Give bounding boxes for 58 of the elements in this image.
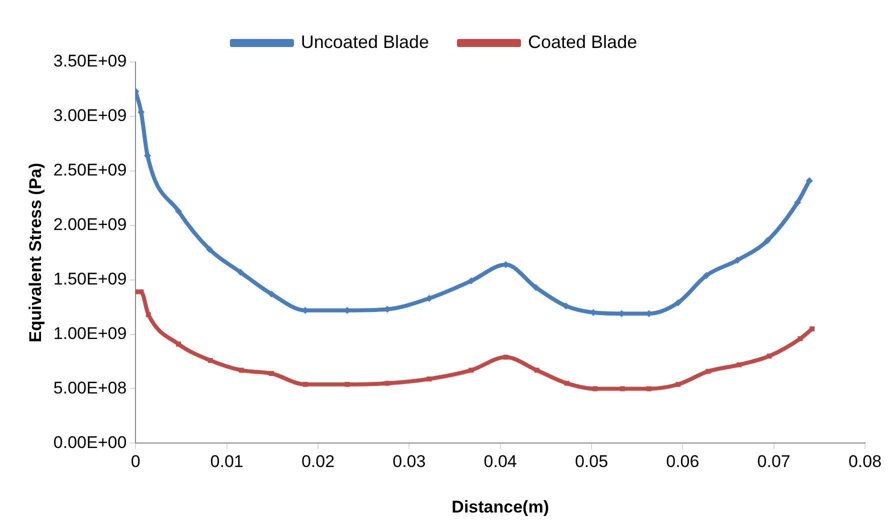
x-tick-label: 0.06 xyxy=(666,452,700,472)
y-axis-title: Equivalent Stress (Pa) xyxy=(26,162,45,342)
point xyxy=(766,354,772,359)
point xyxy=(238,368,244,373)
x-tick-label: 0.05 xyxy=(574,452,608,472)
point xyxy=(806,177,813,184)
point xyxy=(562,302,570,310)
y-tick-label: 1.50E+09 xyxy=(53,270,127,289)
y-tick-label: 3.00E+09 xyxy=(53,106,127,126)
point xyxy=(176,342,181,347)
x-axis-title: Distance(m) xyxy=(452,497,549,516)
x-tick-label: 0.04 xyxy=(484,452,517,472)
y-tick-label: 3.50E+09 xyxy=(53,52,127,71)
point xyxy=(534,368,540,373)
point xyxy=(702,272,710,279)
point xyxy=(646,386,652,392)
point xyxy=(706,368,711,374)
point xyxy=(468,368,474,373)
point xyxy=(794,199,802,206)
point xyxy=(237,268,244,276)
line-series xyxy=(136,289,815,392)
point xyxy=(810,326,815,332)
point xyxy=(146,312,151,318)
point xyxy=(302,382,308,387)
point xyxy=(592,386,598,392)
legend-label: Uncoated Blade xyxy=(300,32,430,52)
x-tick-label: 0.02 xyxy=(301,452,335,472)
point xyxy=(676,382,681,387)
point xyxy=(384,380,390,386)
point xyxy=(674,299,682,306)
y-tick-label: 2.00E+09 xyxy=(53,215,127,234)
point xyxy=(426,376,432,382)
point xyxy=(138,289,144,294)
point xyxy=(268,290,275,298)
y-tick-label: 2.50E+09 xyxy=(53,160,127,180)
point xyxy=(734,256,741,264)
x-tick-label: 0.07 xyxy=(757,452,790,472)
legend-label: Coated Blade xyxy=(528,32,638,52)
y-tick-label: 0.00E+00 xyxy=(53,432,127,452)
point xyxy=(344,382,350,387)
x-tick-label: 0.08 xyxy=(848,452,882,472)
y-tick-label: 1.00E+09 xyxy=(53,324,127,343)
point xyxy=(564,380,570,386)
point xyxy=(208,358,213,363)
x-tick-label: 0 xyxy=(130,452,140,472)
y-tick-label: 5.00E+08 xyxy=(53,378,127,398)
point xyxy=(532,284,540,291)
point xyxy=(736,362,742,368)
point xyxy=(175,208,182,215)
point xyxy=(764,237,771,244)
point xyxy=(798,336,803,342)
point xyxy=(503,354,508,360)
point xyxy=(468,277,475,284)
point xyxy=(620,386,625,392)
x-tick-label: 0.03 xyxy=(392,452,426,472)
point xyxy=(269,371,274,376)
x-tick-label: 0.01 xyxy=(210,452,244,472)
point xyxy=(206,246,214,253)
